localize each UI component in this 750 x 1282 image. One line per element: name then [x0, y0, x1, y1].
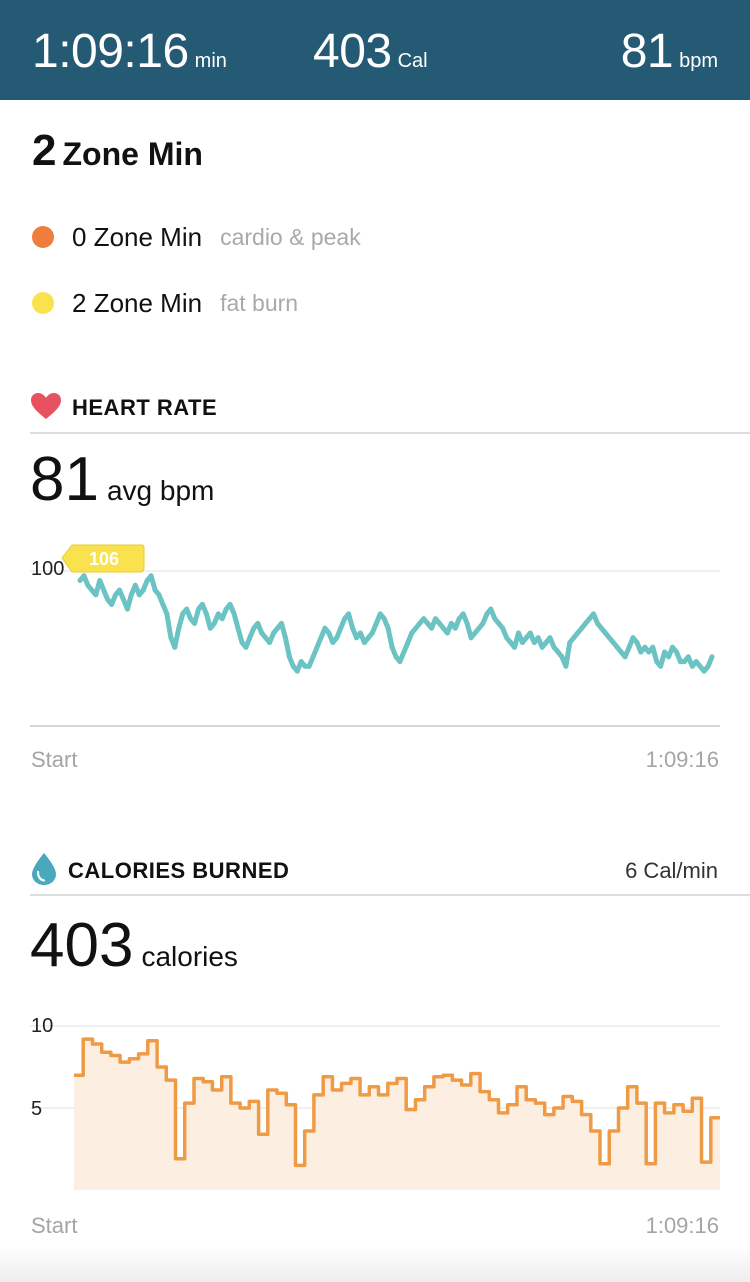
cal-start-label: Start	[31, 1213, 78, 1238]
cardio-peak-dot	[32, 226, 54, 248]
duration-value: 1:09:16	[32, 25, 189, 78]
hr-line-segment	[172, 625, 182, 650]
calories-stat: 403 Cal	[313, 24, 428, 79]
calories-area-fill	[74, 1039, 720, 1190]
hr-line-segment	[563, 640, 573, 669]
fat-burn-dot	[32, 292, 54, 314]
peak-badge: 106	[61, 544, 145, 573]
hr-line-segment	[385, 625, 395, 650]
zone-row-cardio-peak: 0 Zone Min cardio & peak	[32, 217, 361, 257]
calories-divider	[30, 894, 750, 896]
hr-line-segment	[705, 654, 715, 669]
total-calories-value: 403	[30, 911, 134, 980]
heart-rate-chart[interactable]: 106	[0, 540, 750, 740]
hr-line-segment	[164, 611, 174, 641]
workout-stats-bar: 1:09:16 min 403 Cal 81 bpm	[0, 0, 750, 100]
calories-chart[interactable]	[0, 1000, 750, 1200]
cardio-peak-value: 0 Zone Min	[72, 221, 203, 252]
zone-minutes-label: Zone Min	[62, 136, 203, 172]
duration-unit: min	[194, 50, 227, 72]
heart-rate-unit: bpm	[679, 50, 718, 72]
fat-burn-zone: fat burn	[220, 289, 299, 316]
calories-rate: 6 Cal/min	[625, 858, 718, 883]
water-drop-icon	[30, 852, 58, 891]
zone-minutes-title: 2 Zone Min	[32, 126, 203, 176]
total-calories: 403 calories	[30, 910, 238, 981]
cal-tick-10: 10	[31, 1015, 54, 1037]
avg-bpm-value: 81	[30, 445, 99, 514]
avg-bpm-unit: avg bpm	[106, 475, 215, 506]
peak-badge-label: 106	[89, 549, 119, 569]
duration-stat: 1:09:16 min	[32, 24, 227, 79]
calories-value: 403	[313, 25, 392, 78]
cardio-peak-zone: cardio & peak	[220, 223, 361, 250]
cal-tick-5: 5	[31, 1098, 43, 1120]
heart-rate-title: HEART RATE	[72, 395, 218, 420]
fat-burn-value: 2 Zone Min	[72, 287, 203, 318]
hr-end-label: 1:09:16	[645, 747, 719, 772]
zone-row-fat-burn: 2 Zone Min fat burn	[32, 283, 298, 323]
hr-start-label: Start	[31, 747, 78, 772]
hr-line-segment	[282, 635, 292, 660]
heart-rate-header: HEART RATE	[30, 388, 750, 428]
cal-end-label: 1:09:16	[645, 1213, 719, 1238]
hr-tick-100: 100	[31, 558, 65, 580]
heart-rate-value: 81	[620, 25, 674, 78]
bottom-fade	[0, 1244, 750, 1282]
calories-unit: Cal	[397, 50, 428, 72]
avg-bpm: 81 avg bpm	[30, 444, 214, 515]
calories-header: CALORIES BURNED 6 Cal/min	[30, 851, 750, 891]
heart-rate-stat: 81 bpm	[621, 24, 718, 79]
total-calories-unit: calories	[141, 941, 238, 972]
calories-step-line	[74, 1037, 720, 1168]
heart-rate-divider	[30, 432, 750, 434]
heart-icon	[30, 392, 62, 425]
zone-minutes-total: 2	[32, 126, 57, 175]
calories-title: CALORIES BURNED	[68, 858, 290, 883]
